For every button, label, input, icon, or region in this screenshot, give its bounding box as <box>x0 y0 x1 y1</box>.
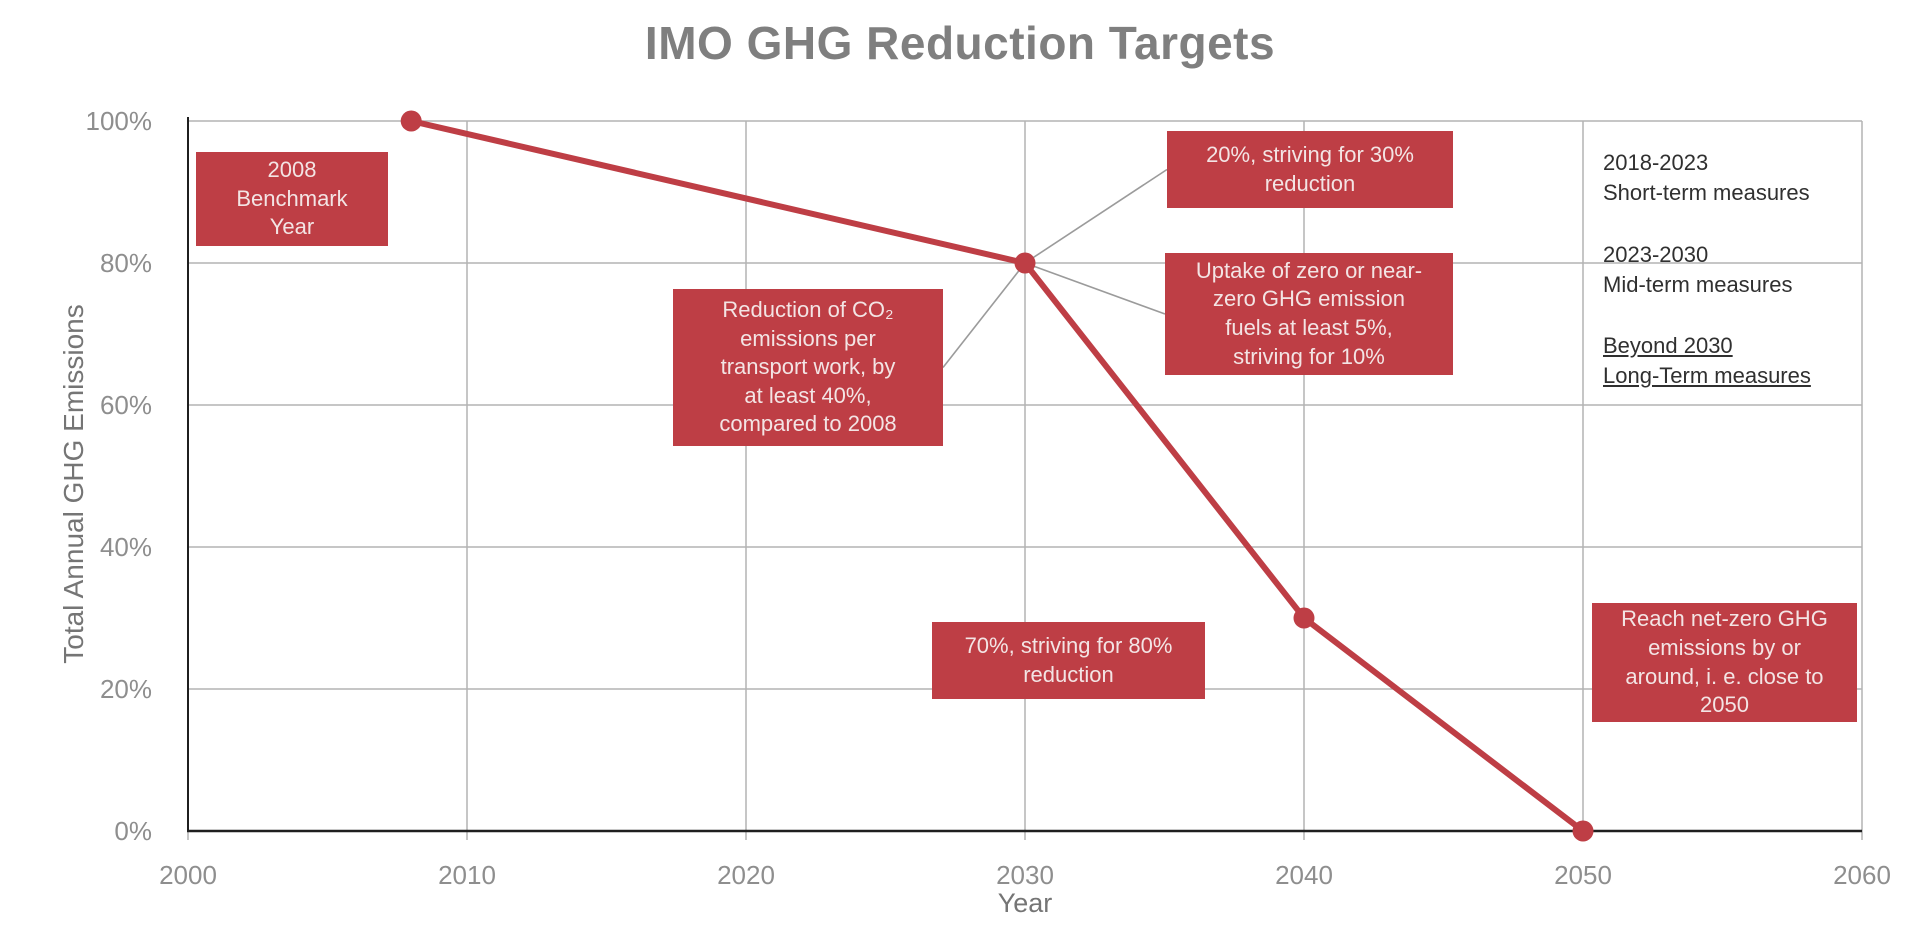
callout-line-annotation-2030-fuels <box>1024 262 1166 315</box>
annotation-2040-reduction-target: 70%, striving for 80% reduction <box>932 622 1205 699</box>
legend-label: Short-term measures <box>1603 180 1810 205</box>
series-line-0 <box>408 118 1586 834</box>
data-point-2040 <box>1293 607 1315 629</box>
annotation-2030-zero-emission-fuels: Uptake of zero or near- zero GHG emissio… <box>1165 253 1453 375</box>
x-tick-label-2010: 2010 <box>438 860 496 890</box>
x-tick-label-2020: 2020 <box>717 860 775 890</box>
data-point-2030 <box>1014 252 1036 274</box>
data-point-2008 <box>400 110 422 132</box>
x-tick-label-2030: 2030 <box>996 860 1054 890</box>
x-tick-label-2000: 2000 <box>159 860 217 890</box>
legend-mid-term-measures: 2023-2030 Mid-term measures <box>1603 240 1792 300</box>
legend-period: 2023-2030 <box>1603 242 1709 267</box>
data-point-2050 <box>1572 820 1594 842</box>
annotation-2050-net-zero: Reach net-zero GHG emissions by or aroun… <box>1592 603 1857 722</box>
legend-label: Mid-term measures <box>1603 272 1793 297</box>
legend-short-term-measures: 2018-2023 Short-term measures <box>1603 148 1810 208</box>
annotation-co2-reduction-per-transport-work: Reduction of CO₂ emissions per transport… <box>673 289 943 446</box>
y-axis-title: Total Annual GHG Emissions <box>58 304 89 664</box>
legend-long-term-measures: Beyond 2030 Long-Term measures <box>1603 331 1811 391</box>
annotation-2030-reduction-target: 20%, striving for 30% reduction <box>1167 131 1453 208</box>
y-tick-label-0: 0% <box>114 816 152 846</box>
y-tick-label-20: 20% <box>99 674 152 704</box>
chart-title: IMO GHG Reduction Targets <box>644 17 1276 69</box>
legend-period: Beyond 2030 <box>1603 333 1733 358</box>
y-tick-label-80: 80% <box>99 248 152 278</box>
legend-label: Long-Term measures <box>1603 363 1811 388</box>
callout-line-annotation-2030-target <box>1024 168 1168 264</box>
x-tick-label-2040: 2040 <box>1275 860 1333 890</box>
x-tick-label-2060: 2060 <box>1833 860 1891 890</box>
legend-period: 2018-2023 <box>1603 150 1709 175</box>
x-axis-title: Year <box>997 888 1053 918</box>
callout-line-annotation-co2 <box>942 262 1026 368</box>
annotation-2008-benchmark-year: 2008 Benchmark Year <box>196 152 388 246</box>
x-tick-label-2050: 2050 <box>1554 860 1612 890</box>
y-tick-label-60: 60% <box>99 390 152 420</box>
y-tick-label-100: 100% <box>85 106 153 136</box>
y-tick-label-40: 40% <box>99 532 152 562</box>
